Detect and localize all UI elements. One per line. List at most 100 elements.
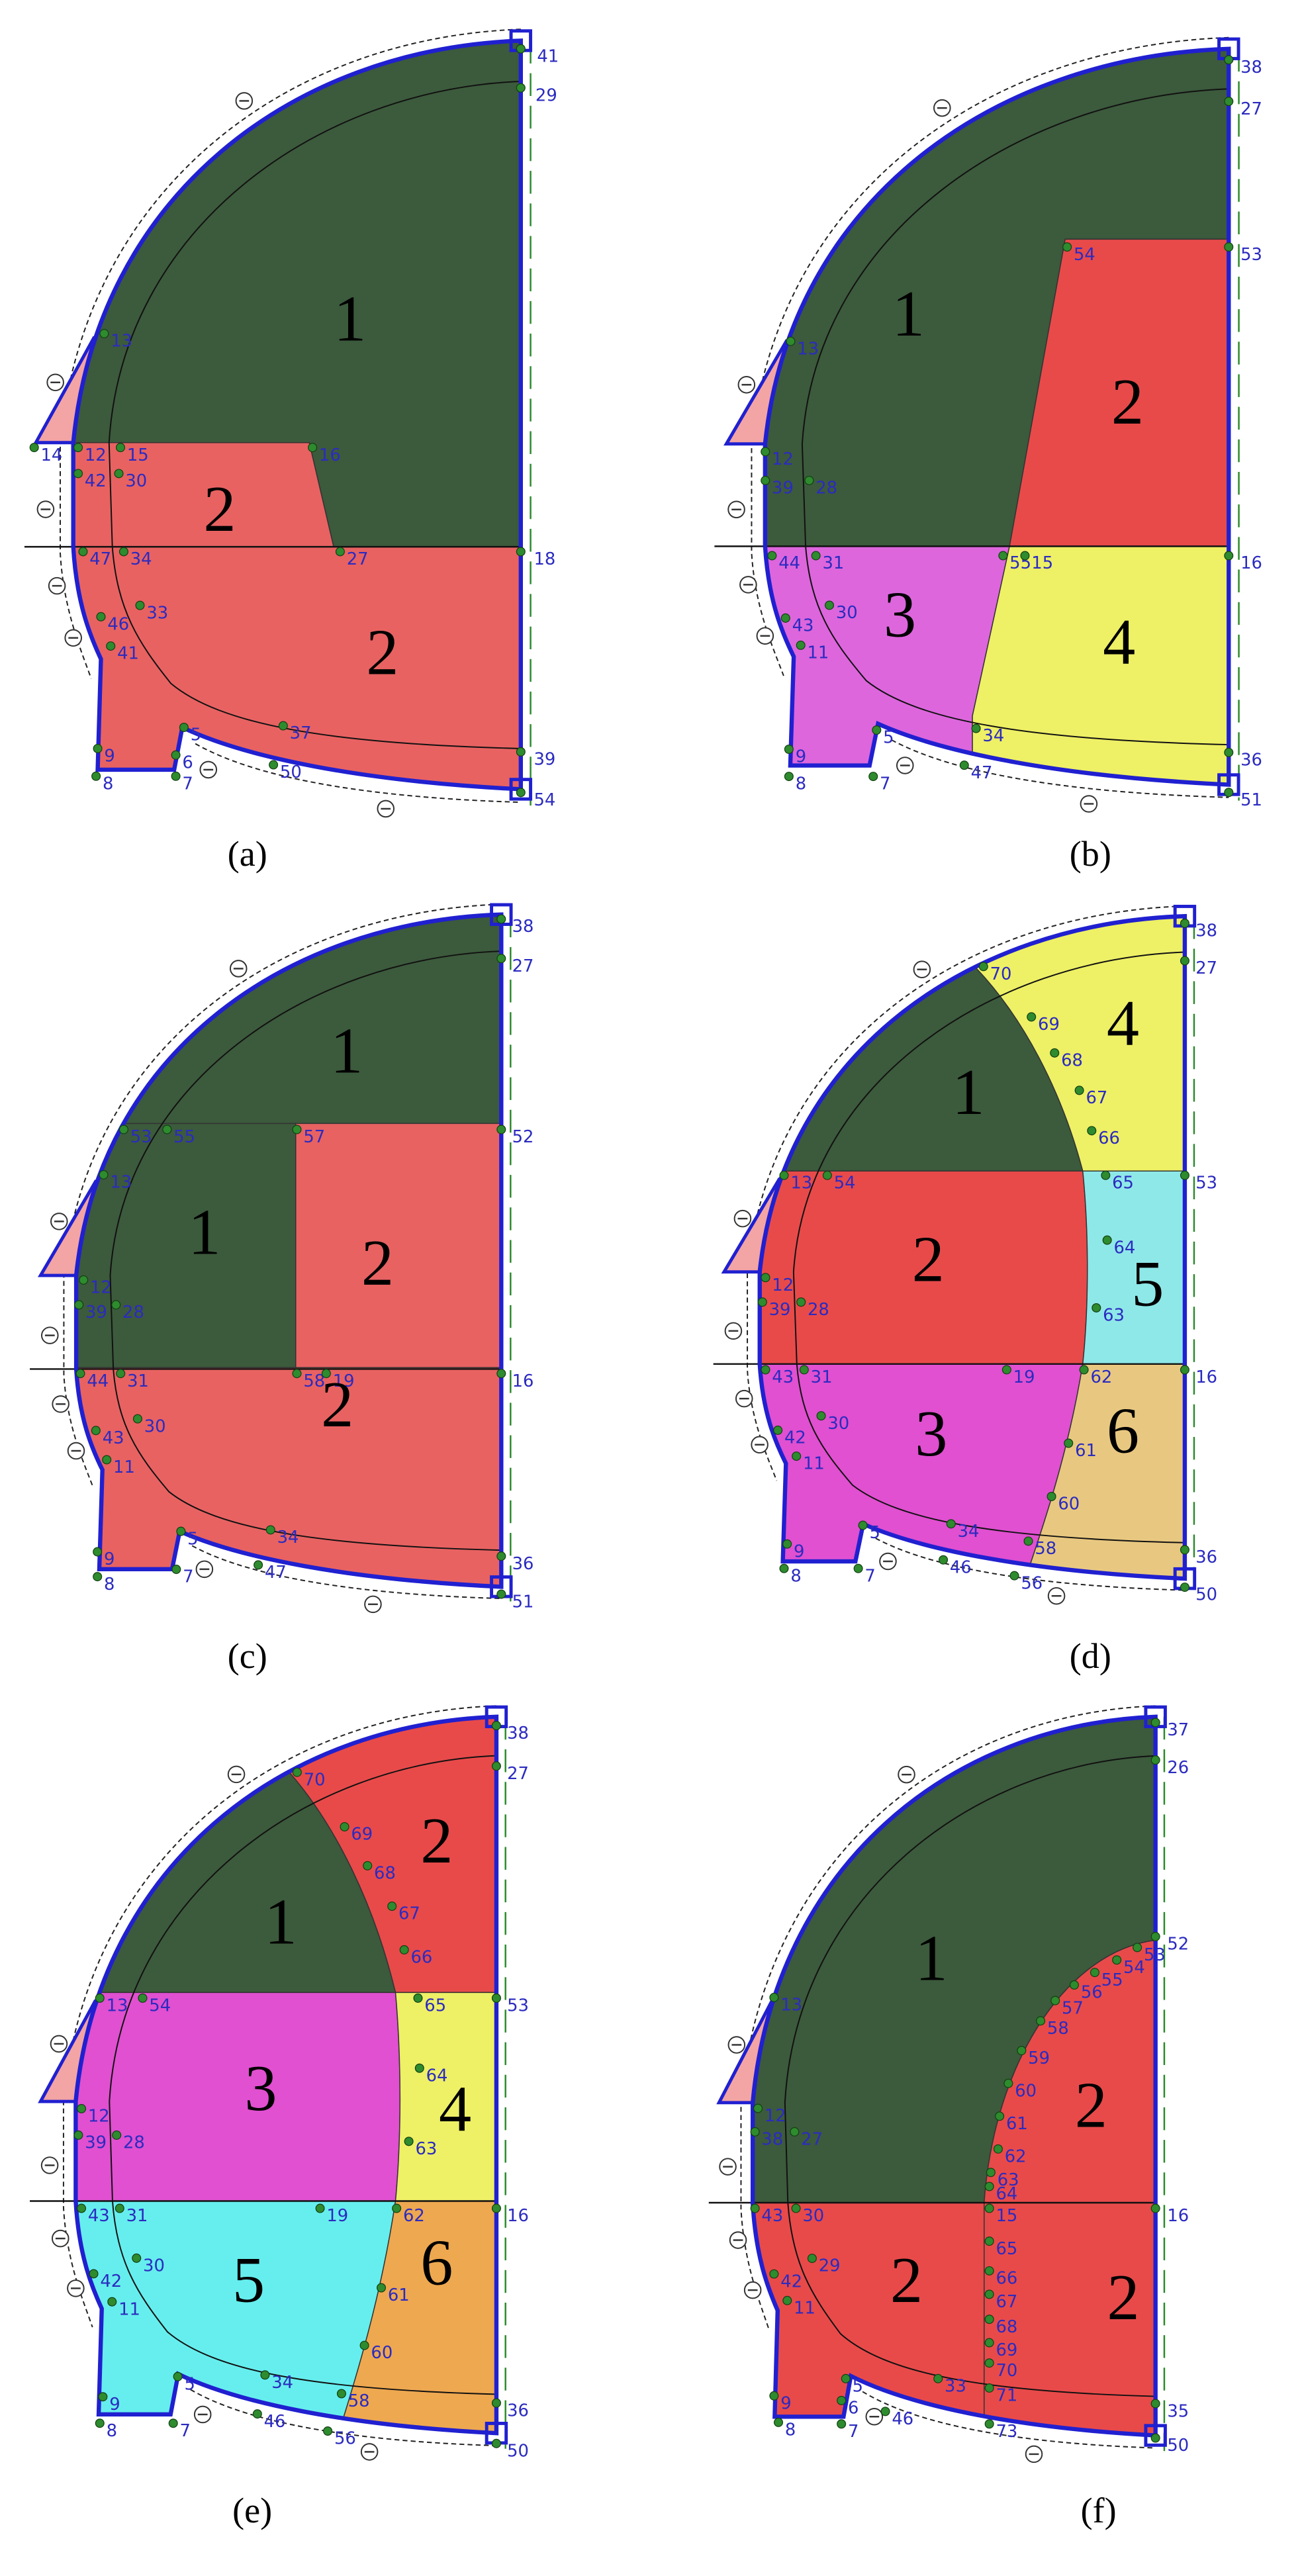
node-dot bbox=[824, 600, 835, 610]
node-label: 38 bbox=[1195, 921, 1217, 941]
node-dot bbox=[1150, 2203, 1160, 2213]
node-dot bbox=[767, 551, 777, 561]
caption: (c) bbox=[228, 1636, 267, 1676]
node-dot bbox=[853, 1563, 863, 1573]
node-label: 38 bbox=[507, 1724, 529, 1743]
node-label: 71 bbox=[996, 2386, 1017, 2406]
node-dot bbox=[750, 2203, 760, 2213]
region-label: 1 bbox=[188, 1196, 220, 1268]
inner-arc bbox=[109, 1755, 496, 2395]
node-dot bbox=[971, 723, 981, 733]
node-label: 53 bbox=[1144, 1945, 1166, 1965]
node-label: 15 bbox=[127, 445, 149, 465]
node-dot bbox=[387, 1902, 397, 1911]
node-label: 43 bbox=[761, 2206, 783, 2226]
outline bbox=[757, 913, 1187, 1581]
node-label: 66 bbox=[411, 1948, 433, 1968]
node-dot bbox=[269, 760, 279, 770]
node-dot bbox=[93, 1547, 103, 1557]
node-label: 35 bbox=[1167, 2401, 1189, 2421]
node-dot bbox=[986, 2168, 996, 2178]
node-dot bbox=[496, 1369, 506, 1379]
node-label: 30 bbox=[143, 2256, 165, 2276]
node-label: 9 bbox=[104, 1549, 115, 1569]
node-dot bbox=[984, 2182, 994, 2191]
node-label: 8 bbox=[785, 2420, 796, 2440]
node-dot bbox=[984, 2266, 994, 2276]
node-dot bbox=[807, 2254, 817, 2264]
node-label: 69 bbox=[351, 1825, 373, 1845]
node-label: 13 bbox=[107, 1996, 128, 2016]
node-label: 58 bbox=[1035, 1539, 1056, 1559]
node-label: 29 bbox=[819, 2256, 841, 2276]
node-dot bbox=[516, 44, 526, 54]
node-label: 51 bbox=[512, 1592, 534, 1612]
node-dot bbox=[769, 2391, 779, 2401]
node-dot bbox=[761, 447, 770, 457]
node-dot bbox=[377, 2283, 387, 2293]
node-label: 47 bbox=[971, 763, 993, 783]
node-label: 70 bbox=[996, 2361, 1017, 2381]
node-label: 70 bbox=[304, 1770, 326, 1790]
node-dot bbox=[1064, 1438, 1074, 1448]
node-label: 64 bbox=[426, 2066, 448, 2086]
node-label: 54 bbox=[1123, 1958, 1145, 1978]
region-label: 5 bbox=[1131, 1248, 1164, 1320]
dashed-contour bbox=[747, 905, 1185, 1481]
node-dot bbox=[984, 2236, 994, 2246]
node-label: 67 bbox=[398, 1904, 420, 1924]
region bbox=[1009, 238, 1229, 547]
node-label: 73 bbox=[996, 2422, 1017, 2442]
node-dot bbox=[111, 1300, 121, 1310]
node-dot bbox=[99, 1170, 109, 1179]
node-dot bbox=[323, 2426, 333, 2436]
node-label: 12 bbox=[90, 1278, 112, 1298]
node-dot bbox=[1062, 242, 1072, 252]
region-label: 6 bbox=[420, 2227, 453, 2299]
outline bbox=[73, 912, 504, 1589]
node-dot bbox=[315, 2203, 325, 2213]
node-label: 39 bbox=[534, 750, 555, 770]
node-dot bbox=[336, 2389, 346, 2399]
node-dot bbox=[179, 722, 189, 733]
node-dot bbox=[135, 600, 145, 610]
node-dot bbox=[837, 2419, 847, 2429]
node-dot bbox=[95, 1993, 105, 2003]
node-label: 39 bbox=[772, 479, 794, 498]
node-dot bbox=[496, 954, 506, 964]
node-label: 41 bbox=[117, 644, 139, 664]
node-dot bbox=[1069, 1980, 1079, 1990]
node-dot bbox=[939, 1555, 949, 1565]
node-dot bbox=[491, 1721, 501, 1731]
caption: (b) bbox=[1070, 834, 1111, 874]
inner-arc bbox=[109, 950, 502, 1551]
node-label: 34 bbox=[130, 549, 152, 569]
node-label: 60 bbox=[1058, 1495, 1080, 1514]
node-dot bbox=[132, 1414, 142, 1424]
node-dot bbox=[496, 1551, 506, 1561]
node-label: 6 bbox=[182, 753, 193, 772]
node-label: 31 bbox=[822, 553, 844, 573]
node-dot bbox=[414, 2063, 424, 2073]
node-dot bbox=[993, 2144, 1003, 2154]
dashed-contour bbox=[63, 903, 502, 1488]
node-dot bbox=[784, 744, 794, 755]
region-label: 2 bbox=[912, 1224, 945, 1296]
node-label: 18 bbox=[534, 549, 555, 569]
node-label: 60 bbox=[371, 2343, 393, 2363]
node-dot bbox=[858, 1520, 868, 1530]
node-label: 28 bbox=[808, 1300, 829, 1320]
node-dot bbox=[782, 1539, 792, 1549]
node-label: 31 bbox=[126, 2206, 148, 2226]
node-label: 27 bbox=[1240, 99, 1262, 119]
node-dot bbox=[171, 750, 181, 760]
node-label: 42 bbox=[100, 2272, 122, 2291]
region-label: 1 bbox=[330, 1015, 363, 1087]
node-dot bbox=[1224, 97, 1234, 107]
node-label: 12 bbox=[772, 449, 794, 469]
region-label: 3 bbox=[244, 2052, 277, 2125]
node-label: 36 bbox=[1195, 1547, 1217, 1567]
node-dot bbox=[816, 1411, 826, 1421]
node-label: 46 bbox=[264, 2412, 286, 2432]
